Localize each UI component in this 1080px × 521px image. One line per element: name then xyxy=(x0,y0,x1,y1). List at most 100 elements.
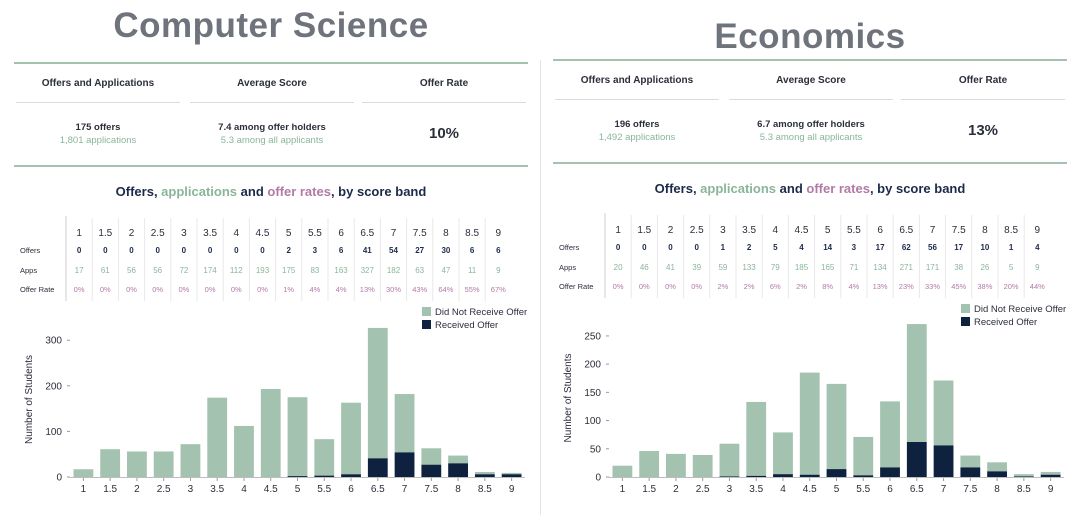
stacked-bar-chart: Did Not Receive Offer Received Offer 0 50 10… xyxy=(547,297,1073,521)
table-band-header: 1.5 xyxy=(637,225,651,236)
bar-not-offer xyxy=(367,327,388,459)
table-rate-value: 0% xyxy=(178,285,189,294)
table-apps-value: 56 xyxy=(153,266,162,275)
y-tick-label: 50 xyxy=(590,444,602,455)
table-rate-value: 4% xyxy=(309,285,320,294)
summary-bottom-rule xyxy=(14,165,528,167)
table-band-header: 5 xyxy=(825,225,831,236)
table-apps-value: 271 xyxy=(900,263,914,272)
table-apps-value: 61 xyxy=(101,266,110,275)
y-tick-label: 0 xyxy=(595,473,601,484)
table-apps-value: 46 xyxy=(640,263,649,272)
table-apps-value: 165 xyxy=(821,263,835,272)
x-tick-label: 8.5 xyxy=(1017,484,1031,495)
table-band-header: 1.5 xyxy=(98,228,112,239)
x-tick-label: 4.5 xyxy=(264,484,278,495)
bar-offer xyxy=(826,469,847,477)
table-offers-value: 3 xyxy=(313,246,318,255)
table-apps-value: 20 xyxy=(614,263,623,272)
y-tick-label: 100 xyxy=(584,416,601,427)
summary-separator xyxy=(16,102,180,103)
x-tick-label: 3 xyxy=(188,484,194,495)
summary-offers: 175 offers xyxy=(75,122,121,133)
table-rate-value: 0% xyxy=(231,285,242,294)
table-offers-value: 0 xyxy=(77,246,82,255)
table-offers-value: 30 xyxy=(441,246,450,255)
table-offers-value: 54 xyxy=(389,246,398,255)
table-offers-value: 5 xyxy=(773,243,778,252)
table-rate-value: 13% xyxy=(360,285,375,294)
bar-offer xyxy=(394,452,415,477)
score-band-table: 1 0 20 0% 1.5 0 46 0% 2 0 41 0% 2.5 0 39 0% 3 1 59 2% 3.5 2 13… xyxy=(553,213,1067,298)
table-band-header: 3.5 xyxy=(203,228,217,239)
legend-label: Did Not Receive Offer xyxy=(974,304,1066,315)
table-offers-value: 6 xyxy=(470,246,475,255)
x-tick-label: 9 xyxy=(509,484,515,495)
subtitle-offer-rates: offer rates xyxy=(806,181,870,196)
bar-offer xyxy=(799,474,820,477)
score-band-table-svg: 10200%1.50460%20410%2.50390%31592%3.5213… xyxy=(559,213,1045,298)
table-rate-value: 0% xyxy=(74,285,85,294)
x-tick-label: 1 xyxy=(81,484,87,495)
legend-label: Received Offer xyxy=(974,317,1037,328)
x-tick-label: 7 xyxy=(941,484,947,495)
table-rate-value: 0% xyxy=(152,285,163,294)
table-rate-value: 0% xyxy=(126,285,137,294)
chart-subtitle: Offers, applications and offer rates, by… xyxy=(547,181,1073,196)
x-tick-label: 9 xyxy=(1048,484,1054,495)
subtitle-applications: applications xyxy=(161,184,238,199)
table-apps-value: 47 xyxy=(441,266,450,275)
table-band-header: 6 xyxy=(338,228,344,239)
bar-not-offer xyxy=(421,448,442,465)
bar-offer xyxy=(341,474,361,477)
bar-not-offer xyxy=(287,397,308,477)
bar-not-offer xyxy=(314,439,335,476)
y-tick-label: 0 xyxy=(56,473,62,484)
table-apps-value: 9 xyxy=(496,266,501,275)
x-tick-label: 3.5 xyxy=(210,484,224,495)
summary-header: Offers and Applications xyxy=(41,78,155,89)
table-band-header: 4.5 xyxy=(795,225,809,236)
bar-not-offer xyxy=(100,449,121,477)
table-apps-value: 5 xyxy=(1009,263,1014,272)
table-rate-value: 2% xyxy=(796,282,807,291)
table-band-header: 3 xyxy=(720,225,726,236)
bar-not-offer xyxy=(341,402,361,475)
table-apps-value: 79 xyxy=(771,263,780,272)
y-axis-label: Number of Students xyxy=(24,355,35,444)
table-apps-value: 171 xyxy=(926,263,940,272)
x-tick-label: 3 xyxy=(727,484,733,495)
subtitle-part: and xyxy=(237,184,268,199)
table-offers-value: 27 xyxy=(415,246,424,255)
bar-not-offer xyxy=(501,472,522,475)
table-band-header: 4.5 xyxy=(256,228,270,239)
y-tick-label: 200 xyxy=(584,360,601,371)
table-band-header: 6.5 xyxy=(360,228,374,239)
table-rate-value: 13% xyxy=(873,282,888,291)
table-band-header: 2.5 xyxy=(151,228,165,239)
x-tick-label: 6.5 xyxy=(910,484,924,495)
x-tick-label: 4.5 xyxy=(803,484,817,495)
table-apps-value: 163 xyxy=(334,266,348,275)
table-apps-value: 83 xyxy=(310,266,319,275)
bar-not-offer xyxy=(127,451,147,477)
summary-offer-rate: Offer Rate 10% xyxy=(362,64,526,164)
table-apps-value: 41 xyxy=(666,263,675,272)
table-offers-value: 0 xyxy=(129,246,134,255)
table-rate-value: 33% xyxy=(925,282,940,291)
y-tick-label: 150 xyxy=(584,388,601,399)
x-tick-label: 2.5 xyxy=(696,484,710,495)
summary-separator xyxy=(362,102,526,103)
table-band-header: 9 xyxy=(1035,225,1041,236)
subtitle-offer-rates: offer rates xyxy=(267,184,331,199)
x-tick-label: 6 xyxy=(348,484,354,495)
table-offers-value: 0 xyxy=(234,246,239,255)
table-row-label: Offer Rate xyxy=(20,285,54,294)
table-offers-value: 6 xyxy=(496,246,501,255)
table-offers-value: 0 xyxy=(182,246,187,255)
table-row-label: Apps xyxy=(20,266,37,275)
table-apps-value: 327 xyxy=(361,266,375,275)
table-apps-value: 72 xyxy=(179,266,188,275)
table-apps-value: 39 xyxy=(692,263,701,272)
table-offers-value: 41 xyxy=(363,246,372,255)
